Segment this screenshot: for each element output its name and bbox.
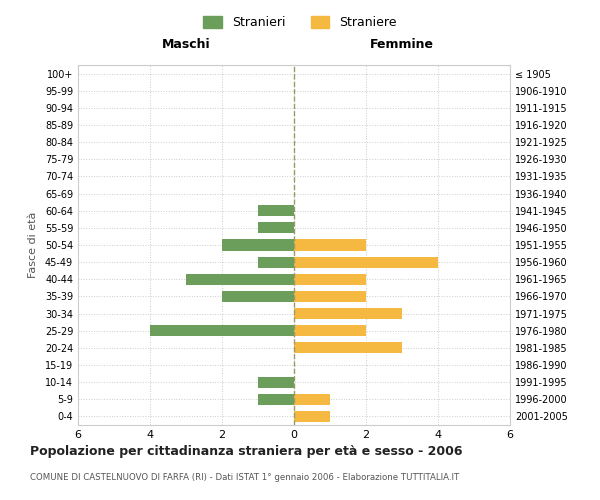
Bar <box>258 222 294 234</box>
Bar <box>294 274 366 285</box>
Bar <box>222 240 294 250</box>
Bar <box>294 308 402 319</box>
Text: Femmine: Femmine <box>370 38 434 52</box>
Legend: Stranieri, Straniere: Stranieri, Straniere <box>198 11 402 34</box>
Bar <box>150 325 294 336</box>
Bar <box>294 291 366 302</box>
Bar <box>294 325 366 336</box>
Bar <box>294 411 330 422</box>
Bar <box>222 291 294 302</box>
Bar <box>294 240 366 250</box>
Bar <box>294 256 438 268</box>
Bar <box>258 205 294 216</box>
Text: COMUNE DI CASTELNUOVO DI FARFA (RI) - Dati ISTAT 1° gennaio 2006 - Elaborazione : COMUNE DI CASTELNUOVO DI FARFA (RI) - Da… <box>30 472 459 482</box>
Bar <box>258 376 294 388</box>
Bar <box>258 394 294 405</box>
Bar <box>258 256 294 268</box>
Y-axis label: Fasce di età: Fasce di età <box>28 212 38 278</box>
Bar <box>186 274 294 285</box>
Bar <box>294 342 402 353</box>
Text: Popolazione per cittadinanza straniera per età e sesso - 2006: Popolazione per cittadinanza straniera p… <box>30 445 463 458</box>
Bar <box>294 394 330 405</box>
Text: Maschi: Maschi <box>161 38 211 52</box>
